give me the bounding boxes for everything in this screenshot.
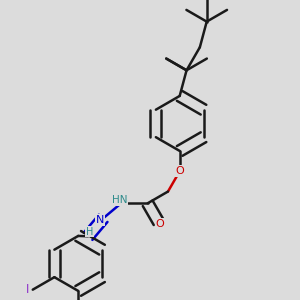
Text: H: H (86, 226, 93, 237)
Text: O: O (175, 166, 184, 176)
Text: I: I (26, 283, 30, 296)
Text: HN: HN (112, 195, 127, 205)
Text: N: N (96, 215, 104, 225)
Text: O: O (156, 219, 164, 229)
